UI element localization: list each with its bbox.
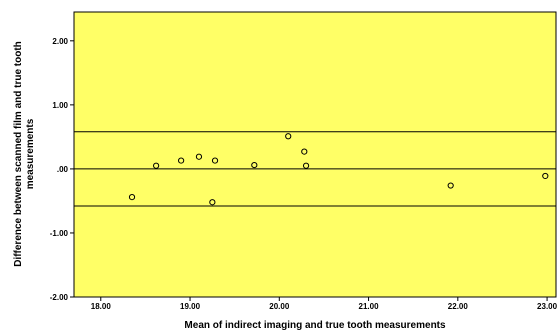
data-point-10 — [447, 182, 454, 189]
data-point-2 — [178, 157, 185, 164]
data-point-9 — [302, 162, 310, 169]
y-tick-label-1: -1.00 — [50, 229, 69, 238]
y-tick-label-0: -2.00 — [50, 293, 69, 302]
y-axis-label-line-2: measurements — [25, 118, 36, 189]
data-point-8 — [301, 148, 308, 155]
data-point-11 — [542, 172, 549, 180]
x-axis-ticks: 18.00 19.00 20.00 21.00 22.00 23.00 — [91, 297, 558, 311]
x-tick-label-2: 20.00 — [269, 302, 290, 311]
y-axis-ticks: -2.00 -1.00 .00 1.00 2.00 — [50, 37, 74, 302]
y-tick-label-2: .00 — [57, 165, 69, 174]
y-axis-label: Difference between scanned film and true… — [13, 41, 36, 267]
y-tick-label-3: 1.00 — [52, 101, 68, 110]
data-point-7 — [285, 133, 292, 140]
x-tick-label-0: 18.00 — [91, 302, 112, 311]
x-tick-label-1: 19.00 — [180, 302, 201, 311]
x-tick-label-4: 22.00 — [448, 302, 469, 311]
reference-lines — [74, 131, 556, 207]
data-point-0 — [128, 193, 136, 201]
y-tick-label-4: 2.00 — [52, 37, 68, 46]
x-tick-label-3: 21.00 — [359, 302, 380, 311]
x-axis-label: Mean of indirect imaging and true tooth … — [184, 320, 446, 331]
data-point-1 — [153, 162, 160, 169]
y-axis-label-line-1: Difference between scanned film and true… — [13, 41, 24, 267]
data-point-3 — [195, 153, 203, 160]
plot-area-background — [73, 11, 557, 298]
data-point-4 — [209, 199, 216, 206]
data-points — [128, 133, 549, 206]
data-point-6 — [251, 161, 258, 169]
x-tick-label-5: 23.00 — [537, 302, 558, 311]
data-point-5 — [211, 157, 219, 164]
